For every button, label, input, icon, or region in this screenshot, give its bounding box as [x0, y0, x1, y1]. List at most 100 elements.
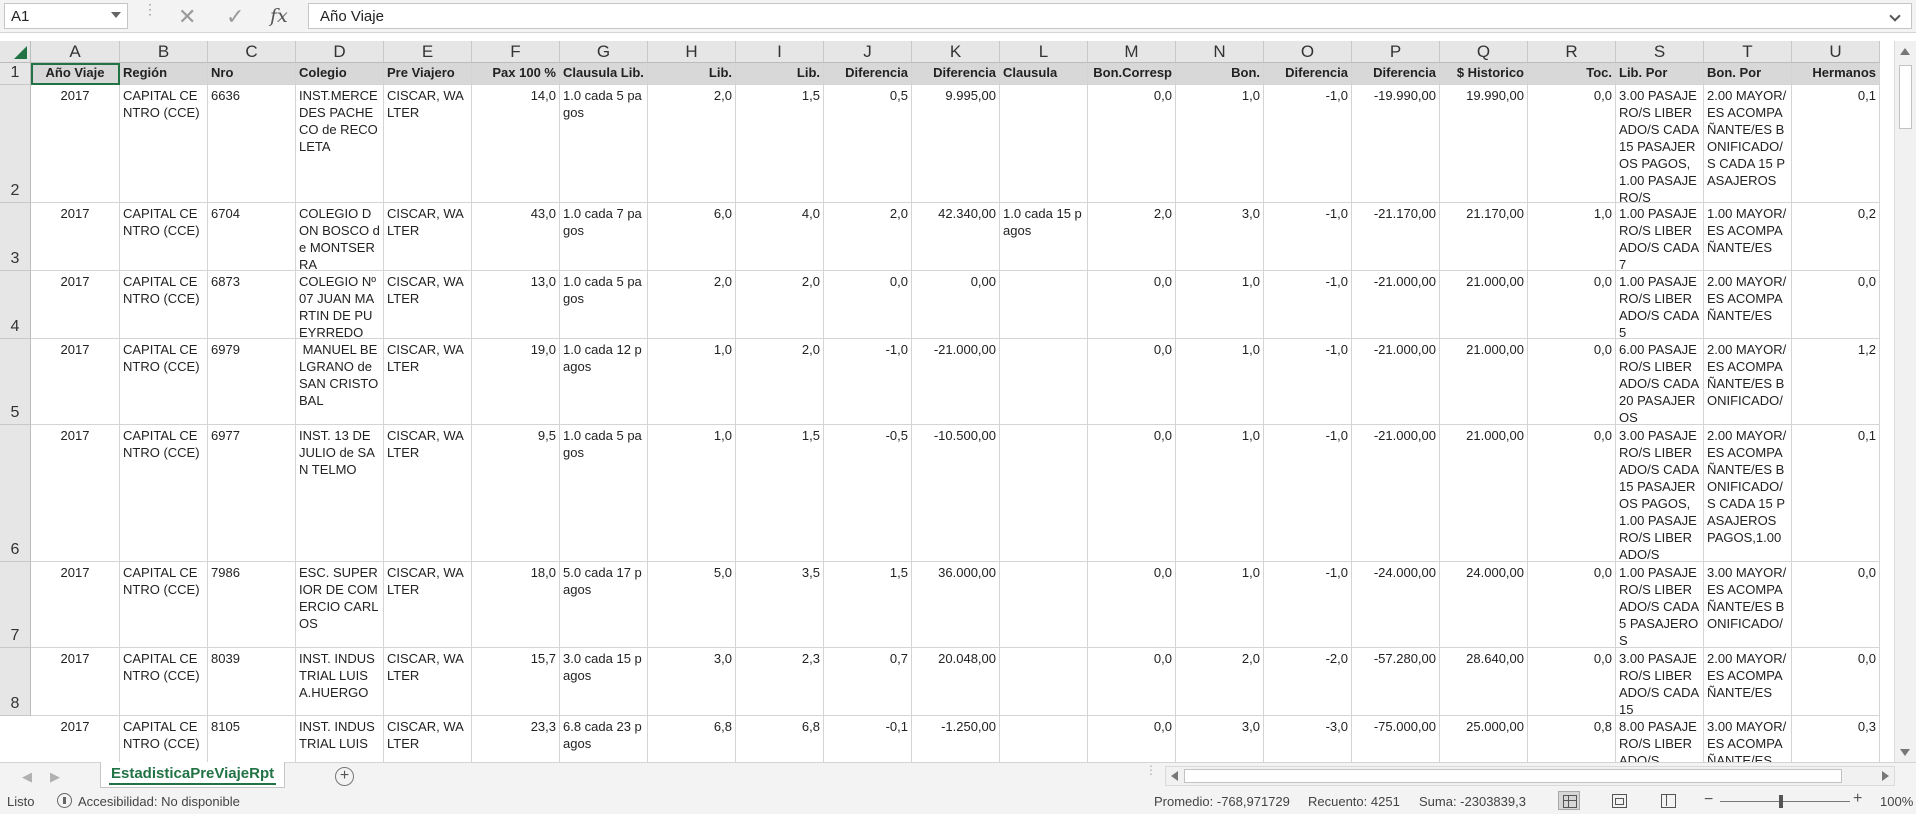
name-box[interactable]: A1 [4, 3, 128, 29]
table-cell[interactable]: 6,0 [648, 203, 736, 271]
formula-input[interactable]: Año Viaje [308, 3, 1912, 29]
table-cell[interactable]: 0,0 [1088, 562, 1176, 648]
zoom-out-icon[interactable]: − [1704, 791, 1714, 808]
table-cell[interactable]: -19.990,00 [1352, 85, 1440, 203]
table-cell[interactable]: -1,0 [824, 339, 912, 425]
table-cell[interactable]: -1,0 [1264, 339, 1352, 425]
table-cell[interactable]: 1.0 cada 5 pagos [560, 425, 648, 562]
scroll-up-icon[interactable] [1900, 48, 1910, 55]
table-cell[interactable]: 6977 [208, 425, 296, 562]
table-cell[interactable]: 19.990,00 [1440, 85, 1528, 203]
table-cell[interactable]: 3.00 PASAJERO/S LIBERADO/S CADA 15 PASAJ… [1616, 85, 1704, 203]
table-cell[interactable]: 0,0 [1528, 425, 1616, 562]
header-cell[interactable]: Hermanos [1792, 63, 1880, 85]
table-cell[interactable]: 1.0 cada 5 pagos [560, 271, 648, 339]
table-cell[interactable]: 18,0 [472, 562, 560, 648]
table-cell[interactable]: 2,0 [824, 203, 912, 271]
table-cell[interactable]: 6,8 [736, 716, 824, 762]
table-cell[interactable]: 0,7 [824, 648, 912, 716]
table-cell[interactable]: 1.00 MAYOR/ES ACOMPAÑANTE/ES [1704, 203, 1792, 271]
row-header[interactable]: 2 [0, 85, 31, 203]
table-cell[interactable]: -21.000,00 [1352, 425, 1440, 562]
table-cell[interactable]: 25.000,00 [1440, 716, 1528, 762]
table-cell[interactable]: 2,0 [648, 85, 736, 203]
table-cell[interactable]: 2.00 MAYOR/ES ACOMPAÑANTE/ES [1704, 271, 1792, 339]
vertical-scroll-thumb[interactable] [1899, 65, 1912, 129]
table-cell[interactable]: 0,0 [1792, 562, 1880, 648]
table-cell[interactable] [1000, 339, 1088, 425]
table-cell[interactable]: 8039 [208, 648, 296, 716]
table-cell[interactable]: 1,0 [1176, 562, 1264, 648]
table-cell[interactable]: 36.000,00 [912, 562, 1000, 648]
table-cell[interactable]: 2,0 [1176, 648, 1264, 716]
table-cell[interactable]: 0,0 [1792, 271, 1880, 339]
table-cell[interactable]: 15,7 [472, 648, 560, 716]
row-header[interactable]: 3 [0, 203, 31, 271]
table-cell[interactable]: 3.00 PASAJERO/S LIBERADO/S CADA 15 [1616, 648, 1704, 716]
table-cell[interactable]: -24.000,00 [1352, 562, 1440, 648]
close-icon[interactable]: ✕ [178, 4, 197, 29]
page-layout-icon[interactable] [1608, 791, 1630, 810]
table-cell[interactable]: -21.000,00 [1352, 339, 1440, 425]
header-cell[interactable]: Diferencia [1352, 63, 1440, 85]
table-cell[interactable]: 2.00 MAYOR/ES ACOMPAÑANTE/ES [1704, 648, 1792, 716]
table-cell[interactable]: CAPITAL CENTRO (CCE) [120, 271, 208, 339]
table-cell[interactable]: 2.00 MAYOR/ES ACOMPAÑANTE/ES BONIFICADO/ [1704, 339, 1792, 425]
scroll-left-icon[interactable] [1171, 771, 1178, 781]
table-cell[interactable]: 1,0 [648, 425, 736, 562]
header-cell[interactable]: Lib. [736, 63, 824, 85]
table-cell[interactable]: 0,5 [824, 85, 912, 203]
table-cell[interactable]: 24.000,00 [1440, 562, 1528, 648]
table-cell[interactable]: 2,3 [736, 648, 824, 716]
table-cell[interactable]: CAPITAL CENTRO (CCE) [120, 85, 208, 203]
table-cell[interactable]: INST. INDUSTRIAL LUIS A.HUERGO [296, 648, 384, 716]
table-cell[interactable]: -21.170,00 [1352, 203, 1440, 271]
select-all-corner[interactable] [0, 41, 31, 63]
table-cell[interactable]: -3,0 [1264, 716, 1352, 762]
table-cell[interactable]: INST. INDUSTRIAL LUIS [296, 716, 384, 762]
table-cell[interactable]: -21.000,00 [912, 339, 1000, 425]
table-cell[interactable]: 0,2 [1792, 203, 1880, 271]
row-header[interactable]: 4 [0, 271, 31, 339]
header-cell[interactable]: Bon.Corresp [1088, 63, 1176, 85]
row-header[interactable]: 8 [0, 648, 31, 716]
chevron-down-icon[interactable] [111, 12, 121, 18]
table-cell[interactable]: CISCAR, WALTER [384, 339, 472, 425]
table-cell[interactable]: 6873 [208, 271, 296, 339]
table-cell[interactable]: 6979 [208, 339, 296, 425]
table-cell[interactable]: -1,0 [1264, 562, 1352, 648]
table-cell[interactable]: 1,0 [1176, 85, 1264, 203]
table-cell[interactable]: CAPITAL CENTRO (CCE) [120, 339, 208, 425]
header-cell[interactable]: Nro [208, 63, 296, 85]
table-cell[interactable]: 19,0 [472, 339, 560, 425]
table-cell[interactable] [1000, 648, 1088, 716]
table-cell[interactable]: 7986 [208, 562, 296, 648]
table-cell[interactable] [1000, 716, 1088, 762]
table-cell[interactable]: 2017 [31, 271, 120, 339]
column-header[interactable]: T [1704, 41, 1792, 63]
table-cell[interactable]: 21.170,00 [1440, 203, 1528, 271]
column-header[interactable]: U [1792, 41, 1880, 63]
table-cell[interactable]: 4,0 [736, 203, 824, 271]
table-cell[interactable]: 0,1 [1792, 425, 1880, 562]
table-cell[interactable]: 6.8 cada 23 pagos [560, 716, 648, 762]
table-cell[interactable]: 20.048,00 [912, 648, 1000, 716]
header-cell[interactable]: Toc. [1528, 63, 1616, 85]
table-cell[interactable]: 1.00 PASAJERO/S LIBERADO/S CADA 5 [1616, 271, 1704, 339]
table-cell[interactable] [1000, 271, 1088, 339]
table-cell[interactable]: 2,0 [736, 339, 824, 425]
table-cell[interactable]: 42.340,00 [912, 203, 1000, 271]
zoom-slider[interactable] [1720, 801, 1850, 802]
column-header[interactable]: O [1264, 41, 1352, 63]
scroll-right-icon[interactable] [1882, 771, 1889, 781]
table-cell[interactable]: 43,0 [472, 203, 560, 271]
horizontal-scroll-thumb[interactable] [1184, 769, 1842, 783]
table-cell[interactable]: 1.00 PASAJERO/S LIBERADO/S CADA 5 PASAJE… [1616, 562, 1704, 648]
table-cell[interactable]: ESC. SUPERIOR DE COMERCIO CARLOS [296, 562, 384, 648]
table-cell[interactable]: 9.995,00 [912, 85, 1000, 203]
header-cell[interactable]: Lib. [648, 63, 736, 85]
table-cell[interactable]: 28.640,00 [1440, 648, 1528, 716]
table-cell[interactable]: CAPITAL CENTRO (CCE) [120, 648, 208, 716]
table-cell[interactable]: -1,0 [1264, 85, 1352, 203]
header-cell[interactable]: Bon. [1176, 63, 1264, 85]
